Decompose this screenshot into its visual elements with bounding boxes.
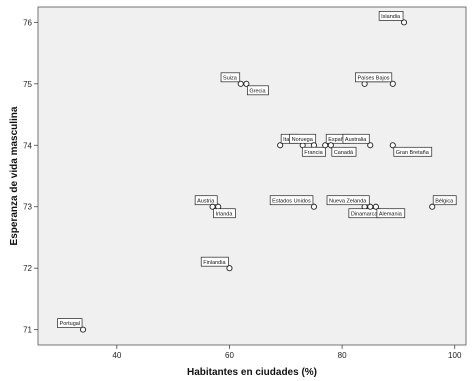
- point-label-box: [194, 195, 218, 206]
- point-label: Irlanda: [213, 208, 236, 219]
- data-point: [226, 265, 233, 272]
- point-label: Estados Unidos: [269, 195, 314, 206]
- data-point: [367, 142, 374, 149]
- y-tick-label: 74: [23, 141, 32, 150]
- data-point: [310, 203, 317, 210]
- data-point: [401, 19, 408, 26]
- point-label-box: [378, 11, 404, 21]
- y-tick-label: 76: [23, 18, 32, 27]
- point-label: Islandia: [378, 11, 404, 21]
- data-point: [372, 203, 379, 210]
- data-marks: Portugal Finlandia Austria Irlanda Suiza Grec…: [57, 11, 457, 333]
- point-label-text: Suiza: [223, 75, 238, 81]
- data-point: [327, 142, 334, 149]
- data-point: [389, 142, 396, 149]
- point-label-text: Grecia: [249, 88, 266, 94]
- point-label-text: Austria: [197, 198, 215, 204]
- point-label-box: [213, 208, 236, 219]
- point-label-text: Gran Bretaña: [396, 150, 430, 156]
- point-label-box: [301, 146, 326, 157]
- point-label: Nueva Zelanda: [326, 195, 370, 206]
- point-label: Francia: [301, 146, 326, 157]
- point-label-box: [326, 195, 370, 206]
- point-label-text: Australia: [345, 137, 367, 143]
- point-label-text: Alemania: [379, 211, 403, 217]
- y-tick-label: 75: [23, 80, 32, 89]
- x-tick-label: 40: [112, 351, 121, 360]
- point-label-box: [247, 85, 269, 96]
- point-label-box: [342, 133, 370, 144]
- data-point: [209, 203, 216, 210]
- x-tick-label: 80: [338, 351, 347, 360]
- point-label-text: Estados Unidos: [272, 198, 311, 204]
- point-label: Suiza: [220, 72, 241, 83]
- point-label-text: Irlanda: [216, 211, 234, 217]
- point-label-box: [432, 195, 457, 206]
- point-label-text: Noruega: [292, 137, 314, 143]
- point-label: Dinamarca: [348, 208, 381, 219]
- x-tick-label: 60: [225, 351, 234, 360]
- y-tick-label: 72: [23, 264, 32, 273]
- x-tick-label: 100: [448, 351, 462, 360]
- point-label-box: [331, 146, 357, 157]
- y-tick-label: 71: [23, 326, 32, 335]
- point-label: Noruega: [289, 133, 317, 144]
- point-label: Finlandia: [200, 256, 229, 267]
- point-label-text: Finlandia: [203, 260, 226, 266]
- point-label: Países Bajos: [355, 72, 393, 83]
- data-point: [429, 203, 436, 210]
- data-point: [80, 326, 87, 333]
- point-label: Bélgica: [432, 195, 457, 206]
- point-label-text: Países Bajos: [357, 75, 389, 81]
- point-label-text: Francia: [304, 150, 323, 156]
- axis-ticks: 40 60 80 100 71 72 73 74 75 76: [23, 18, 462, 360]
- point-label: Australia: [342, 133, 370, 144]
- point-label-box: [57, 318, 83, 328]
- point-label: Portugal: [57, 318, 83, 328]
- point-label-text: Islandia: [381, 14, 401, 20]
- point-label: Canadá: [331, 146, 357, 157]
- point-label-box: [200, 256, 229, 267]
- point-label-box: [376, 208, 406, 219]
- point-label-text: Bélgica: [435, 198, 454, 204]
- y-tick-label: 73: [23, 203, 32, 212]
- point-label-text: Dinamarca: [351, 211, 379, 217]
- point-label-text: Nueva Zelanda: [329, 198, 367, 204]
- x-axis-title: Habitantes en ciudades (%): [187, 367, 317, 378]
- point-label: Gran Bretaña: [393, 146, 433, 157]
- point-label-box: [220, 72, 241, 83]
- point-label: Alemania: [376, 208, 406, 219]
- point-label-text: Portugal: [60, 321, 80, 327]
- point-label-box: [289, 133, 317, 144]
- plot-area: [37, 6, 467, 346]
- data-point: [277, 142, 284, 149]
- y-axis-title: Esperanza de vida masculina: [9, 106, 20, 245]
- point-label-text: Canadá: [334, 150, 354, 156]
- point-label: Austria: [194, 195, 218, 206]
- data-point: [389, 80, 396, 87]
- point-label-box: [269, 195, 314, 206]
- point-label-text: España: [328, 137, 348, 143]
- point-label-box: [393, 146, 433, 157]
- point-label-box: [355, 72, 393, 83]
- point-label: Grecia: [247, 85, 269, 96]
- data-point: [243, 80, 250, 87]
